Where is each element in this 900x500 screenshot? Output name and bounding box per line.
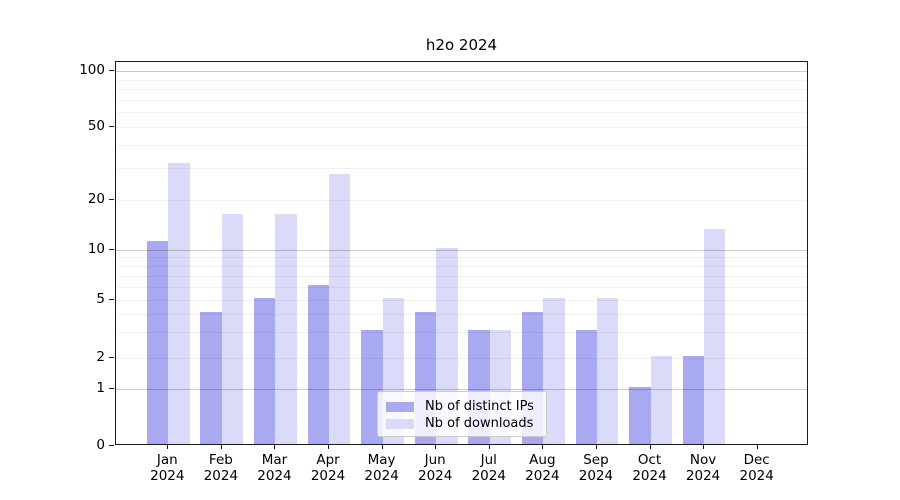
bar-downloads-aug [543, 298, 565, 444]
legend-swatch-downloads [386, 418, 414, 429]
gridline-y-9 [116, 257, 807, 259]
bar-distinct-ips-apr [307, 284, 330, 444]
gridline-y-50 [116, 127, 807, 128]
y-tick-mark-100 [109, 70, 114, 72]
gridline-y-2 [116, 357, 807, 359]
legend: Nb of distinct IPs Nb of downloads [377, 391, 547, 437]
bar-distinct-ips-sep [575, 330, 597, 444]
gridline-y-40 [116, 144, 807, 146]
gridline-y-8 [116, 265, 807, 267]
x-tick-mark-feb [220, 445, 222, 449]
bar-downloads-sep [596, 298, 619, 444]
y-tick-mark-2 [109, 356, 114, 358]
y-tick-label-50: 50 [87, 118, 105, 134]
y-tick-label-10: 10 [87, 240, 105, 257]
bar-downloads-jan [168, 163, 190, 444]
bar-downloads-oct [650, 355, 672, 444]
gridline-y-3 [116, 332, 807, 334]
x-tick-label-jun: Jun 2024 [418, 452, 453, 484]
gridline-y-1 [116, 389, 807, 391]
bar-downloads-apr [329, 174, 351, 444]
gridline-y-4 [116, 314, 807, 316]
y-tick-mark-20 [109, 199, 114, 200]
y-tick-label-100: 100 [79, 62, 105, 79]
y-tick-label-1: 1 [96, 380, 105, 397]
x-tick-mark-dec [756, 445, 758, 449]
legend-label-downloads: Nb of downloads [425, 416, 534, 431]
bar-distinct-ips-mar [254, 298, 276, 444]
x-tick-label-mar: Mar 2024 [257, 452, 292, 484]
chart-title: h2o 2024 [425, 36, 498, 54]
bar-distinct-ips-jan [146, 240, 169, 444]
gridline-y-80 [116, 89, 807, 91]
legend-item-downloads: Nb of downloads [386, 415, 546, 432]
bar-downloads-feb [221, 213, 244, 444]
gridline-y-10 [116, 249, 807, 251]
x-tick-label-aug: Aug 2024 [525, 452, 560, 484]
bar-distinct-ips-oct [629, 387, 651, 444]
x-tick-label-feb: Feb 2024 [203, 452, 239, 484]
y-tick-mark-50 [109, 126, 114, 127]
legend-item-distinct-ips: Nb of distinct IPs [386, 398, 546, 415]
y-tick-label-0: 0 [96, 437, 105, 453]
y-tick-mark-5 [109, 299, 114, 301]
x-tick-label-sep: Sep 2024 [578, 452, 614, 484]
x-tick-mark-nov [703, 445, 705, 449]
legend-label-distinct-ips: Nb of distinct IPs [425, 399, 534, 414]
gridline-y-7 [116, 275, 807, 277]
y-tick-label-20: 20 [87, 191, 105, 207]
x-tick-label-oct: Oct 2024 [632, 452, 667, 484]
bar-downloads-mar [275, 213, 297, 444]
gridline-y-90 [116, 79, 807, 81]
gridline-y-60 [116, 112, 807, 114]
x-tick-mark-mar [274, 445, 276, 449]
gridline-y-30 [116, 167, 807, 169]
y-tick-label-2: 2 [96, 348, 105, 365]
x-tick-mark-jan [167, 445, 169, 449]
y-tick-mark-0 [109, 445, 114, 446]
y-tick-label-5: 5 [96, 291, 105, 308]
x-tick-mark-oct [649, 445, 651, 449]
gridline-y-20 [116, 200, 807, 201]
y-tick-mark-1 [109, 388, 114, 390]
y-tick-mark-10 [109, 248, 114, 250]
x-tick-label-jul: Jul 2024 [471, 452, 506, 484]
x-tick-label-dec: Dec 2024 [739, 452, 774, 484]
bar-distinct-ips-nov [682, 355, 705, 444]
x-tick-mark-jun [435, 445, 437, 449]
gridline-y-6 [116, 286, 807, 288]
x-tick-label-jan: Jan 2024 [150, 452, 185, 484]
gridline-y-5 [116, 300, 807, 302]
x-tick-mark-aug [542, 445, 544, 449]
x-tick-mark-apr [328, 445, 330, 449]
x-tick-mark-jul [488, 445, 490, 449]
gridline-y-100 [116, 71, 807, 73]
x-tick-mark-sep [595, 445, 597, 449]
x-tick-label-apr: Apr 2024 [310, 452, 346, 484]
bar-downloads-nov [704, 228, 726, 444]
legend-swatch-distinct-ips [386, 401, 414, 412]
x-tick-mark-may [381, 445, 383, 449]
gridline-y-70 [116, 99, 807, 101]
x-tick-label-nov: Nov 2024 [685, 452, 721, 484]
plot-area [115, 61, 808, 445]
bar-distinct-ips-feb [200, 312, 222, 444]
x-tick-label-may: May 2024 [364, 452, 399, 484]
